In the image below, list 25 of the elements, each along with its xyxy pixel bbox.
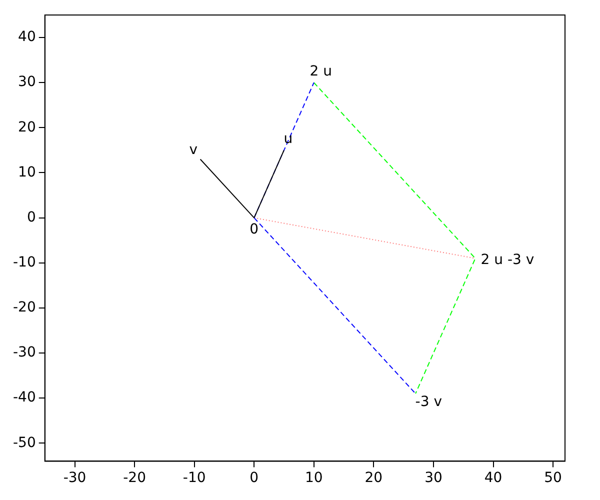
annotation: u bbox=[284, 130, 293, 147]
x-tick-label: 30 bbox=[424, 470, 442, 486]
x-tick-label: 50 bbox=[544, 470, 562, 486]
y-tick-label: 30 bbox=[18, 74, 36, 90]
x-tick-label: -20 bbox=[123, 470, 146, 486]
y-tick-label: 10 bbox=[18, 164, 36, 180]
annotation: 2 u bbox=[310, 63, 332, 80]
y-tick-label: -30 bbox=[12, 344, 36, 361]
y-tick-label: -20 bbox=[12, 300, 36, 316]
y-tick-label: -40 bbox=[12, 390, 36, 406]
x-tick-label: 0 bbox=[250, 470, 259, 486]
x-tick-label: -30 bbox=[63, 470, 86, 486]
x-tick-label: 40 bbox=[484, 470, 502, 486]
annotation: -3 v bbox=[415, 394, 442, 410]
y-tick-label: 40 bbox=[18, 29, 36, 46]
annotation: 0 bbox=[250, 221, 259, 238]
x-tick-label: -10 bbox=[182, 470, 206, 486]
y-tick-label: -10 bbox=[12, 254, 36, 271]
annotation: v bbox=[189, 142, 198, 158]
x-tick-label: 10 bbox=[304, 470, 323, 486]
y-tick-label: 0 bbox=[26, 209, 36, 226]
x-tick-label: 20 bbox=[364, 470, 383, 486]
y-tick-label: 20 bbox=[18, 119, 36, 136]
y-tick-label: -50 bbox=[12, 434, 36, 451]
annotation: 2 u -3 v bbox=[480, 252, 534, 268]
